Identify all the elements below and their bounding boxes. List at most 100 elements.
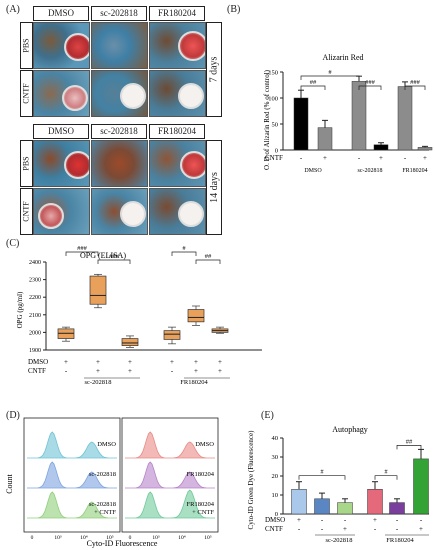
y-tick-label: 1900 <box>29 348 41 354</box>
panel-b: (B) Alizarin Red O. D of Alizarin Red (%… <box>225 0 435 215</box>
row-label-cntf-7d: CNTF <box>20 70 33 117</box>
col-header-sc-7d: sc-202818 <box>91 6 147 21</box>
dmso-sign: - <box>396 516 399 524</box>
y-tick-label: 40 <box>272 435 279 442</box>
dmso-sign: + <box>96 358 100 366</box>
col-header-fr-7d: FR180204 <box>149 6 205 21</box>
x-tick-label: 10³ <box>54 535 62 541</box>
histogram-frame <box>23 417 121 533</box>
group-label: DMSO <box>304 168 322 174</box>
significance-label: ## <box>205 253 212 260</box>
cntf-sign: - <box>171 367 174 375</box>
histogram-label-suffix: + CNTF <box>192 509 214 516</box>
bar <box>413 458 429 515</box>
dmso-sign: + <box>170 358 174 366</box>
histogram-frame <box>121 417 219 533</box>
box <box>89 275 107 305</box>
alizarin-red-chart: Alizarin Red O. D of Alizarin Red (% of … <box>263 53 433 174</box>
significance-bracket <box>358 85 382 90</box>
panel-b-label: (B) <box>227 4 241 15</box>
bar <box>314 498 330 515</box>
significance-bracket <box>298 475 346 480</box>
histogram-curve <box>125 431 215 459</box>
dmso-sign: - <box>321 516 324 524</box>
x-tick-label: 0 <box>31 535 34 541</box>
flow-cytometry-histograms: Count Cyto-ID Fluorescence DMSO sc-202818… <box>5 417 219 548</box>
histogram-curve <box>27 431 117 459</box>
culture-image-sc-pbs-7d <box>91 22 148 69</box>
significance-bracket <box>65 251 99 256</box>
cntf-sign: - <box>65 367 68 375</box>
dmso-sign: - <box>344 516 347 524</box>
culture-image-dmso-cntf-7d <box>33 70 90 117</box>
significance-label: ### <box>109 253 120 260</box>
row-label-dmso: DMSO <box>265 516 285 524</box>
cntf-sign: + <box>379 154 383 162</box>
significance-bracket <box>171 251 197 256</box>
bar <box>317 127 333 151</box>
autophagy-chart: Autophagy Cyto-ID Green Dye (Fluorescenc… <box>247 425 429 544</box>
group-label: FR180204 <box>402 168 427 174</box>
dmso-sign: + <box>373 516 377 524</box>
significance-label: ## <box>406 438 413 445</box>
bar <box>293 97 309 151</box>
timepoint-label-14d: 14 days <box>206 140 222 235</box>
histogram-label: sc-202818 <box>89 501 116 508</box>
y-tick-label: 0 <box>275 148 278 155</box>
culture-image-sc-pbs-14d <box>91 140 148 187</box>
significance-label: ### <box>77 245 88 252</box>
significance-label: # <box>182 245 186 252</box>
dish-red <box>178 31 205 61</box>
group-label-fr180204: FR180204 <box>386 537 414 544</box>
histogram-curve <box>27 491 117 519</box>
y-axis-label: Count <box>5 473 14 493</box>
histogram-label-suffix: + CNTF <box>94 509 116 516</box>
significance-bracket <box>396 445 422 450</box>
panel-a: (A) DMSO sc-202818 FR180204 PBS CNTF 7 d… <box>0 0 225 310</box>
y-tick-label: 100 <box>268 96 278 103</box>
dish-white <box>120 83 146 109</box>
histogram-label: sc-202818 <box>89 471 116 478</box>
significance-label: ## <box>310 79 317 86</box>
dish-white <box>178 201 204 227</box>
x-tick-label: 10⁴ <box>178 535 186 541</box>
col-header-dmso-7d: DMSO <box>33 6 89 21</box>
dmso-sign: + <box>64 358 68 366</box>
dish-white <box>178 83 204 109</box>
histogram-curve <box>27 461 117 489</box>
row-label-cntf-14d: CNTF <box>20 188 33 235</box>
culture-image-fr-cntf-14d <box>149 188 206 235</box>
bar <box>373 144 389 151</box>
col-header-dmso-14d: DMSO <box>33 124 89 139</box>
cntf-sign: + <box>343 525 347 533</box>
box <box>163 330 181 340</box>
panel-e: (E) Autophagy Cyto-ID Green Dye (Fluores… <box>225 408 435 550</box>
x-tick-label: 10⁵ <box>106 535 114 541</box>
significance-label: # <box>328 69 332 76</box>
significance-bracket <box>195 259 221 264</box>
x-axis-label: Cyto-ID Fluorescence <box>87 539 158 548</box>
dish-white <box>120 201 146 227</box>
group-label: sc-202818 <box>358 168 383 174</box>
cntf-sign: - <box>358 154 361 162</box>
y-tick-label: 20 <box>272 473 279 480</box>
dmso-sign: + <box>218 358 222 366</box>
row-label-dmso: DMSO <box>28 358 48 366</box>
y-axis-label: O. D of Alizarin Red (% of control) <box>263 69 271 170</box>
bar <box>367 489 383 515</box>
significance-bracket <box>300 75 360 80</box>
x-tick-label: 10³ <box>152 535 160 541</box>
y-tick-label: 2300 <box>29 278 41 284</box>
dish-light-red <box>62 85 88 111</box>
bar <box>389 502 405 515</box>
culture-image-sc-cntf-14d <box>91 188 148 235</box>
cntf-sign: - <box>396 525 399 533</box>
bar <box>291 489 307 515</box>
cntf-sign: + <box>419 525 423 533</box>
dmso-sign: + <box>297 516 301 524</box>
dmso-sign: + <box>128 358 132 366</box>
row-label-cntf: CNTF <box>28 367 46 375</box>
chart-title: Autophagy <box>332 425 368 434</box>
dmso-sign: + <box>194 358 198 366</box>
dish-red <box>64 33 89 61</box>
